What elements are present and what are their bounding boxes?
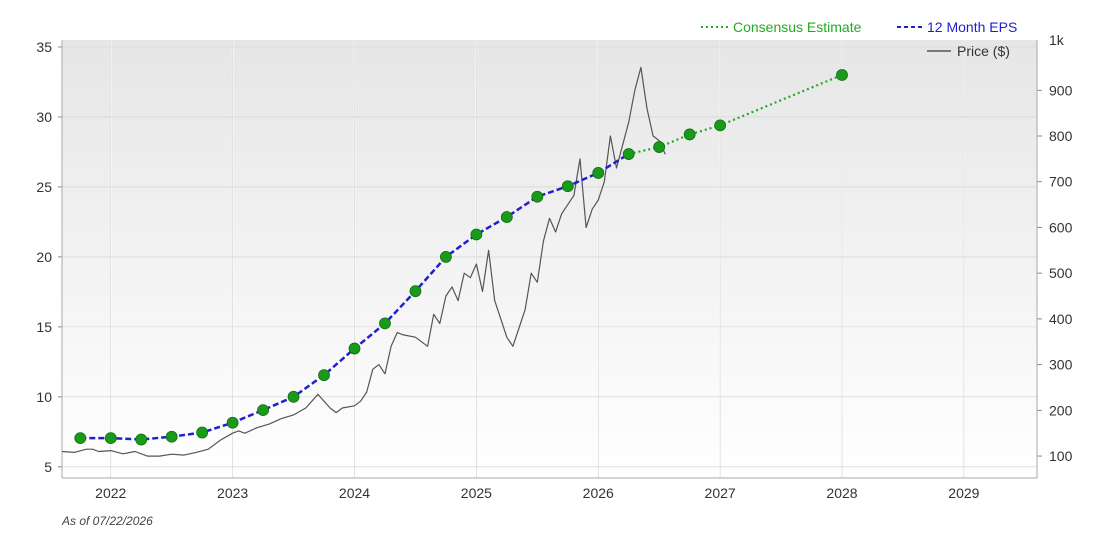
axes: 2022 2023 2024 2025 2026 2027 2028 202951015202… bbox=[36, 32, 1072, 501]
eps-data-point bbox=[500, 211, 513, 223]
right-tick-label: 400 bbox=[1049, 311, 1073, 327]
right-tick-label: 100 bbox=[1049, 448, 1073, 464]
price-line bbox=[61, 66, 666, 457]
eps-data-point bbox=[836, 69, 848, 81]
x-tick-label: 2024 bbox=[339, 485, 370, 501]
eps-data-point bbox=[592, 167, 605, 179]
eps-data-point bbox=[104, 432, 117, 445]
eps-data-point bbox=[531, 190, 544, 203]
right-tick-label: 200 bbox=[1049, 402, 1073, 418]
x-tick-label: 2025 bbox=[461, 485, 492, 501]
right-tick-label: 700 bbox=[1049, 174, 1073, 190]
eps-data-point bbox=[196, 426, 209, 439]
eps-data-point bbox=[165, 430, 178, 443]
legend-consensus-label: Consensus Estimate bbox=[733, 19, 862, 35]
x-tick-label: 2028 bbox=[826, 485, 857, 501]
x-tick-label: 2027 bbox=[705, 485, 736, 501]
right-tick-label: 600 bbox=[1049, 219, 1073, 235]
eps-data-point bbox=[379, 317, 391, 330]
eps-data-point bbox=[470, 228, 483, 241]
eps-data-point bbox=[409, 285, 422, 298]
eps-data-point bbox=[653, 141, 666, 153]
right-tick-label: 500 bbox=[1049, 265, 1073, 281]
left-tick-label: 35 bbox=[36, 39, 52, 55]
as-of-date: As of 07/22/2026 bbox=[62, 514, 153, 528]
right-tick-label: 300 bbox=[1049, 357, 1073, 373]
right-tick-label: 800 bbox=[1049, 128, 1073, 144]
x-tick-label: 2026 bbox=[583, 485, 614, 501]
right-tick-label: 900 bbox=[1049, 82, 1073, 98]
left-tick-label: 25 bbox=[36, 179, 52, 195]
x-tick-label: 2022 bbox=[95, 485, 126, 501]
eps-data-point bbox=[74, 432, 87, 445]
eps-data-point bbox=[440, 251, 452, 263]
eps-data-point bbox=[287, 390, 300, 403]
eps-data-point bbox=[561, 180, 574, 193]
legend: Consensus Estimate 12 Month EPS Price ($) bbox=[701, 19, 1017, 59]
eps-data-point bbox=[318, 369, 330, 382]
plot-area bbox=[62, 40, 1037, 478]
left-tick-label: 15 bbox=[36, 319, 52, 335]
left-tick-label: 10 bbox=[36, 389, 52, 405]
legend-price-label: Price ($) bbox=[957, 43, 1010, 59]
eps-data-point bbox=[622, 148, 635, 160]
eps-data-point bbox=[683, 128, 696, 141]
eps-data-point bbox=[135, 433, 148, 446]
eps-price-chart: 2022 2023 2024 2025 2026 2027 2028 202951015202… bbox=[36, 19, 1072, 501]
left-tick-label: 20 bbox=[36, 249, 52, 265]
x-tick-label: 2029 bbox=[948, 485, 979, 501]
eps-data-point bbox=[257, 404, 269, 417]
left-tick-label: 30 bbox=[36, 109, 52, 125]
right-tick-label: 1k bbox=[1049, 32, 1065, 48]
eps-data-point bbox=[226, 416, 239, 429]
consensus-line bbox=[628, 73, 843, 156]
marker-layer bbox=[74, 69, 848, 446]
eps-data-point bbox=[348, 342, 361, 355]
legend-eps-label: 12 Month EPS bbox=[927, 19, 1017, 35]
x-tick-label: 2023 bbox=[217, 485, 248, 501]
left-tick-label: 5 bbox=[44, 459, 52, 475]
grid-lines bbox=[62, 40, 1037, 478]
eps-data-point bbox=[714, 119, 727, 132]
